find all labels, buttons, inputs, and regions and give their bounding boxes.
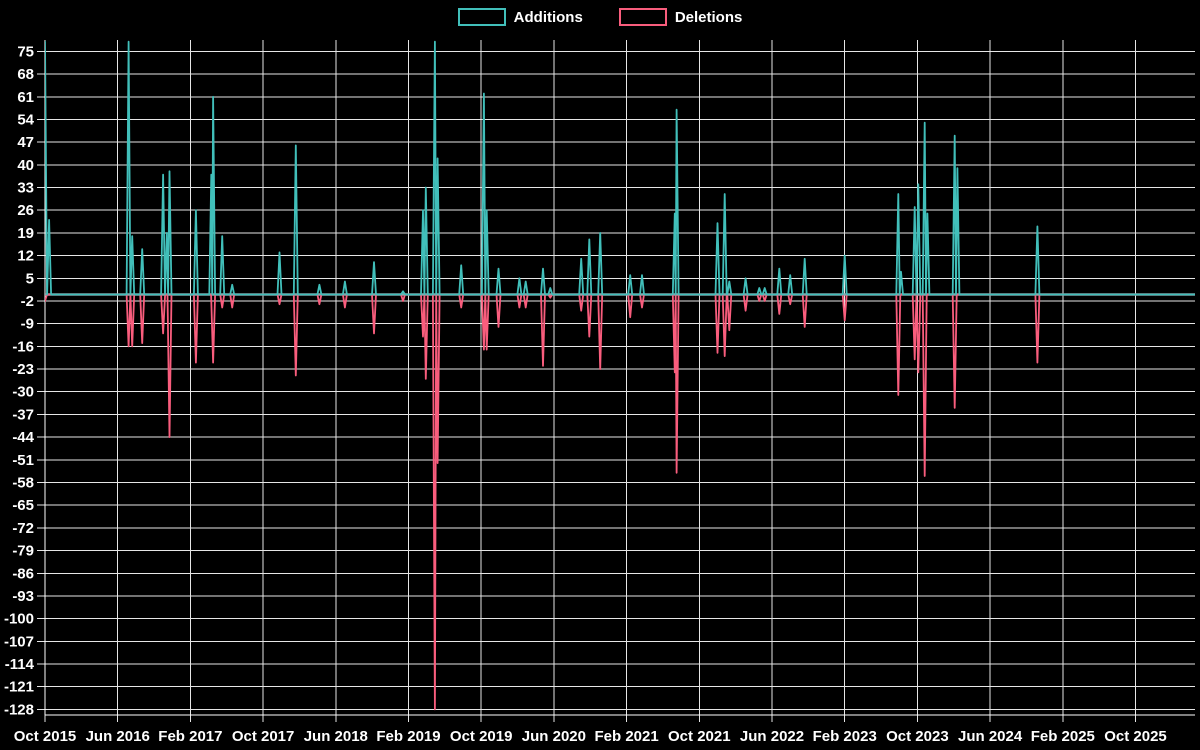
y-tick-label: 54 [17,112,34,129]
y-tick-label: -51 [12,452,34,469]
additions-swatch [457,8,506,26]
x-tick-label: Jun 2020 [522,728,586,745]
x-tick-label: Oct 2025 [1104,728,1167,745]
y-tick-label: 5 [26,270,34,287]
gridlines [37,40,1195,722]
y-tick-label: 68 [17,66,34,83]
x-tick-label: Oct 2015 [14,728,77,745]
x-tick-label: Jun 2016 [86,728,150,745]
deletions-swatch [618,8,667,26]
y-tick-label: -93 [12,588,34,605]
legend-item-deletions[interactable]: Deletions [618,8,743,26]
y-tick-label: -86 [12,565,34,582]
x-axis-labels: Oct 2015 Jun 2016 Feb 2017 Oct 2017 Jun 2018… [14,728,1167,745]
y-tick-label: -100 [4,611,34,628]
x-tick-label: Feb 2021 [594,728,658,745]
y-tick-label: 61 [17,89,34,106]
y-tick-label: -128 [4,701,34,718]
x-tick-label: Jun 2022 [740,728,804,745]
deletions-line [45,293,1195,711]
x-tick-label: Feb 2023 [813,728,877,745]
y-tick-label: 75 [17,43,34,60]
x-tick-label: Jun 2024 [958,728,1023,745]
y-tick-label: -30 [12,384,34,401]
y-tick-label: 47 [17,134,34,151]
x-tick-label: Oct 2021 [668,728,731,745]
y-tick-label: -23 [12,361,34,378]
y-tick-label: -9 [21,316,34,333]
y-tick-label: -16 [12,338,34,355]
y-tick-label: -2 [21,293,34,310]
y-tick-label: -44 [12,429,34,446]
y-tick-label: -37 [12,406,34,423]
chart-legend: Additions Deletions [0,4,1200,30]
y-tick-label: 33 [17,180,34,197]
y-tick-label: -58 [12,475,34,492]
y-tick-label: -107 [4,633,34,650]
x-tick-label: Oct 2019 [450,728,513,745]
y-tick-label: 40 [17,157,34,174]
x-tick-label: Feb 2019 [376,728,440,745]
y-tick-label: -72 [12,520,34,537]
x-tick-label: Oct 2023 [886,728,949,745]
y-axis-labels: 75 68 61 54 47 40 33 26 19 12 5 -2 -9 -16 -23 -30 -37 -44… [4,43,35,718]
additions-label: Additions [513,8,583,26]
y-tick-label: -79 [12,543,34,560]
legend-item-additions[interactable]: Additions [457,8,583,26]
y-tick-label: 12 [17,248,34,265]
y-tick-label: -65 [12,497,34,514]
y-tick-label: 26 [17,202,34,219]
y-tick-label: -121 [4,679,34,696]
x-tick-label: Feb 2017 [158,728,222,745]
x-tick-label: Oct 2017 [232,728,295,745]
y-tick-label: -114 [5,656,35,673]
y-tick-label: 19 [17,225,34,242]
additions-line [45,40,1195,296]
x-tick-label: Jun 2018 [304,728,368,745]
deletions-label: Deletions [674,8,743,26]
x-tick-label: Feb 2025 [1031,728,1095,745]
